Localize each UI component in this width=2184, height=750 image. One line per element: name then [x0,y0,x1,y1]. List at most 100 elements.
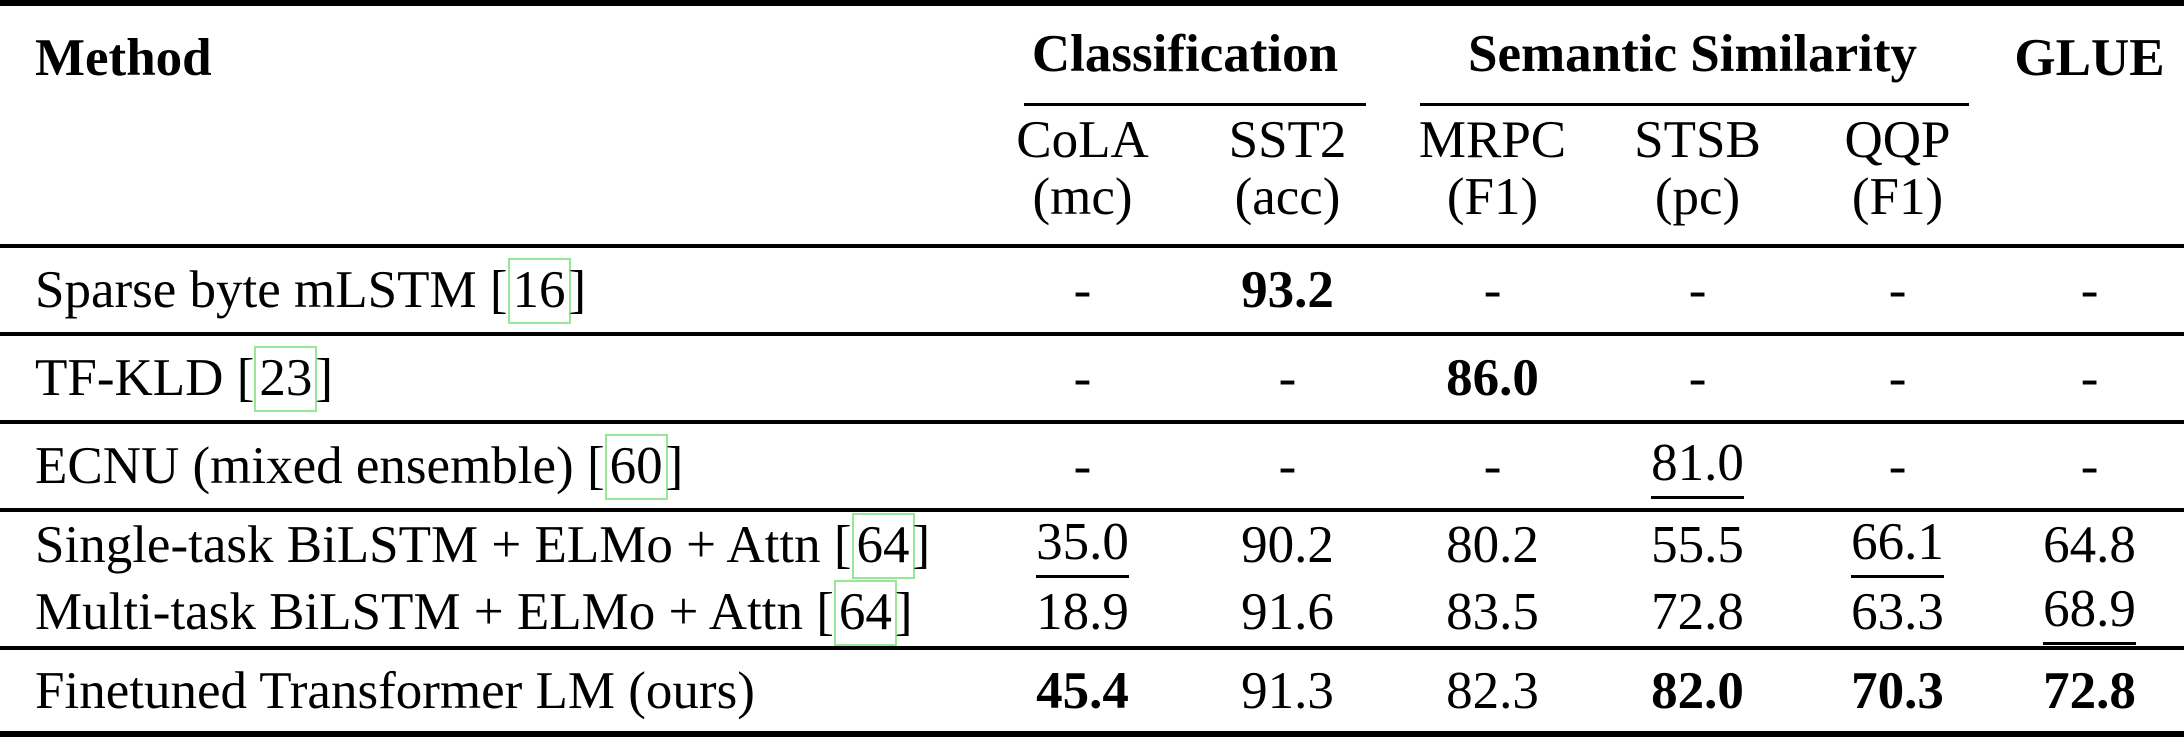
score-value: - [1483,261,1502,319]
method-label: ECNU (mixed ensemble) [35,437,587,495]
score-cell-mrpc: 86.0 [1390,334,1596,424]
score-value: - [1888,349,1907,407]
score-value: 91.3 [1241,661,1334,720]
citation-number[interactable]: 16 [507,258,571,324]
score-cell-mrpc: - [1390,246,1596,336]
score-cell-sst2: 90.2 [1185,510,1390,578]
score-cell-stsb: 82.0 [1595,648,1800,734]
score-cell-glue: - [1995,246,2184,336]
column-name: SST2 [1228,111,1347,169]
score-cell-stsb: 55.5 [1595,510,1800,578]
method-label: Sparse byte mLSTM [35,261,490,319]
score-value: - [1073,349,1092,407]
score-cell-mrpc: - [1390,422,1596,512]
score-cell-stsb: 72.8 [1595,578,1801,650]
score-cell-qqp: - [1800,422,1996,512]
citation-link[interactable]: [64] [833,513,930,579]
score-value: - [1278,349,1297,407]
citation-open-bracket: [ [816,583,834,641]
score-value: 80.2 [1446,516,1539,574]
score-cell-qqp: 70.3 [1800,648,1995,734]
citation-open-bracket: [ [236,349,255,407]
column-metric: (mc) [1032,168,1133,226]
score-cell-qqp: 66.1 [1800,510,1995,578]
score-value: 93.2 [1241,261,1334,319]
score-cell-cola: - [980,334,1185,424]
column-header-row: CoLA (mc) SST2 (acc) MRPC (F1) STSB (pc)… [0,106,2184,248]
score-cell-mrpc: 80.2 [1390,510,1595,578]
column-name: STSB [1634,111,1761,169]
column-metric: (acc) [1234,168,1341,226]
method-label: Single-task BiLSTM + ELMo + Attn [35,516,834,574]
citation-link[interactable]: [23] [236,346,333,412]
score-value: 86.0 [1446,349,1539,407]
header-group-row: Method Classification Semantic Similarit… [0,3,2184,248]
citation-link[interactable]: [16] [489,258,586,324]
score-cell-glue: 64.8 [1995,510,2184,578]
glue-column-header: GLUE [1995,3,2184,248]
score-value: 91.6 [1241,583,1334,641]
score-cell-glue: - [1995,422,2184,512]
table-row-multi-task-bilstm: Multi-task BiLSTM + ELMo + Attn [64] 18.… [0,578,2184,650]
method-cell: ECNU (mixed ensemble) [60] [0,422,980,512]
column-name: QQP [1844,111,1951,169]
score-cell-stsb: 81.0 [1595,422,1801,512]
citation-number[interactable]: 64 [833,580,897,646]
method-column-header: Method [0,3,980,248]
score-cell-stsb: - [1595,246,1801,336]
method-label: TF-KLD [35,349,237,407]
semantic-similarity-group-header: Semantic Similarity [1390,3,1995,106]
score-value: 70.3 [1851,661,1944,720]
citation-link[interactable]: [60] [586,434,683,500]
score-cell-qqp: - [1800,246,1996,336]
method-cell: Finetuned Transformer LM (ours)[] [0,648,980,734]
score-cell-sst2: - [1185,422,1391,512]
score-cell-cola: - [980,246,1185,336]
score-cell-qqp: - [1800,334,1996,424]
table-row-single-task-bilstm: Single-task BiLSTM + ELMo + Attn [64] 35… [0,510,2184,579]
column-name: CoLA [1016,111,1149,169]
method-cell: TF-KLD [23] [0,334,980,424]
score-value: - [1483,437,1502,495]
citation-open-bracket: [ [489,261,508,319]
table-row-tf-kld: TF-KLD [23] - - 86.0 - - - [0,334,2184,424]
table-row-ecnu: ECNU (mixed ensemble) [60] - - - 81.0 - … [0,422,2184,512]
score-cell-glue: 68.9 [1995,578,2184,650]
score-cell-sst2: 91.3 [1185,648,1390,734]
score-value: 83.5 [1446,583,1539,641]
classification-group-header: Classification [980,3,1390,106]
semantic-similarity-group-label: Semantic Similarity [1468,25,1918,83]
score-cell-mrpc: 82.3 [1390,648,1595,734]
score-value: 35.0 [1036,512,1129,578]
method-label: Multi-task BiLSTM + ELMo + Attn [35,583,817,641]
score-value: 63.3 [1851,583,1944,641]
score-cell-sst2: 91.6 [1185,578,1391,650]
column-metric: (pc) [1654,168,1741,226]
citation-open-bracket: [ [586,437,605,495]
score-value: 68.9 [2043,579,2136,645]
score-value: - [1073,437,1092,495]
citation-close-bracket: ] [894,583,913,641]
score-value: 82.0 [1651,661,1744,720]
table-row-finetuned-transformer-lm: Finetuned Transformer LM (ours)[] 45.4 9… [0,648,2184,734]
citation-link[interactable]: [64] [816,580,913,646]
score-cell-stsb: - [1595,334,1801,424]
citation-number[interactable]: 23 [254,346,318,412]
score-value: 81.0 [1651,433,1744,499]
score-value: 90.2 [1241,516,1334,574]
citation-number[interactable]: 64 [851,513,915,579]
method-cell: Single-task BiLSTM + ELMo + Attn [64] [0,510,980,579]
score-cell-mrpc: 83.5 [1390,578,1596,650]
score-cell-cola: 35.0 [980,510,1185,578]
citation-number[interactable]: 60 [604,434,668,500]
score-value: 82.3 [1446,661,1539,720]
score-cell-qqp: 63.3 [1800,578,1996,650]
score-value: 66.1 [1851,512,1944,578]
citation-open-bracket: [ [833,516,852,574]
score-value: - [1073,261,1092,319]
score-cell-sst2: 93.2 [1185,246,1391,336]
score-value: 72.8 [2043,661,2136,720]
score-value: - [1278,437,1297,495]
